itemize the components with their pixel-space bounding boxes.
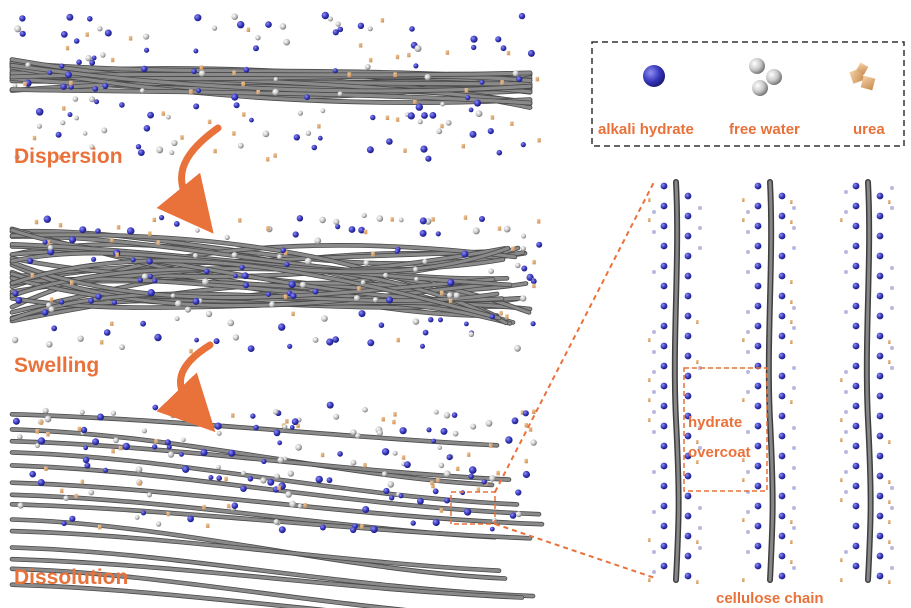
zoom-connector-top [494,179,656,493]
cellulose-chain-caption: cellulose chain [716,590,824,607]
legend-label-alkali-hydrate: alkali hydrate [598,121,694,138]
stage-label-dispersion: Dispersion [14,145,123,168]
alkali-hydrate-icon [643,65,665,87]
dispersion-fiber-bundle [9,57,533,110]
stage-label-dissolution: Dissolution [14,566,128,589]
cellulose-chain-detail [648,179,894,584]
hydrate-overcoat-box [683,367,768,492]
legend-box [591,41,905,147]
legend-label-urea: urea [853,121,885,138]
zoom-region-box [450,491,496,525]
stage-arrow-2 [156,341,216,433]
stage-arrow-1 [156,124,222,234]
legend: alkali hydrate free water urea [591,41,905,147]
urea-icon [849,62,876,91]
free-water-icon [749,58,782,96]
stage-label-swelling: Swelling [14,354,99,377]
zoom-connector-bottom [494,523,656,579]
hydrate-label: hydrate [688,414,742,431]
swelling-fiber-bundle [9,226,533,326]
legend-label-free-water: free water [729,121,800,138]
overcoat-label: overcoat [688,444,751,461]
